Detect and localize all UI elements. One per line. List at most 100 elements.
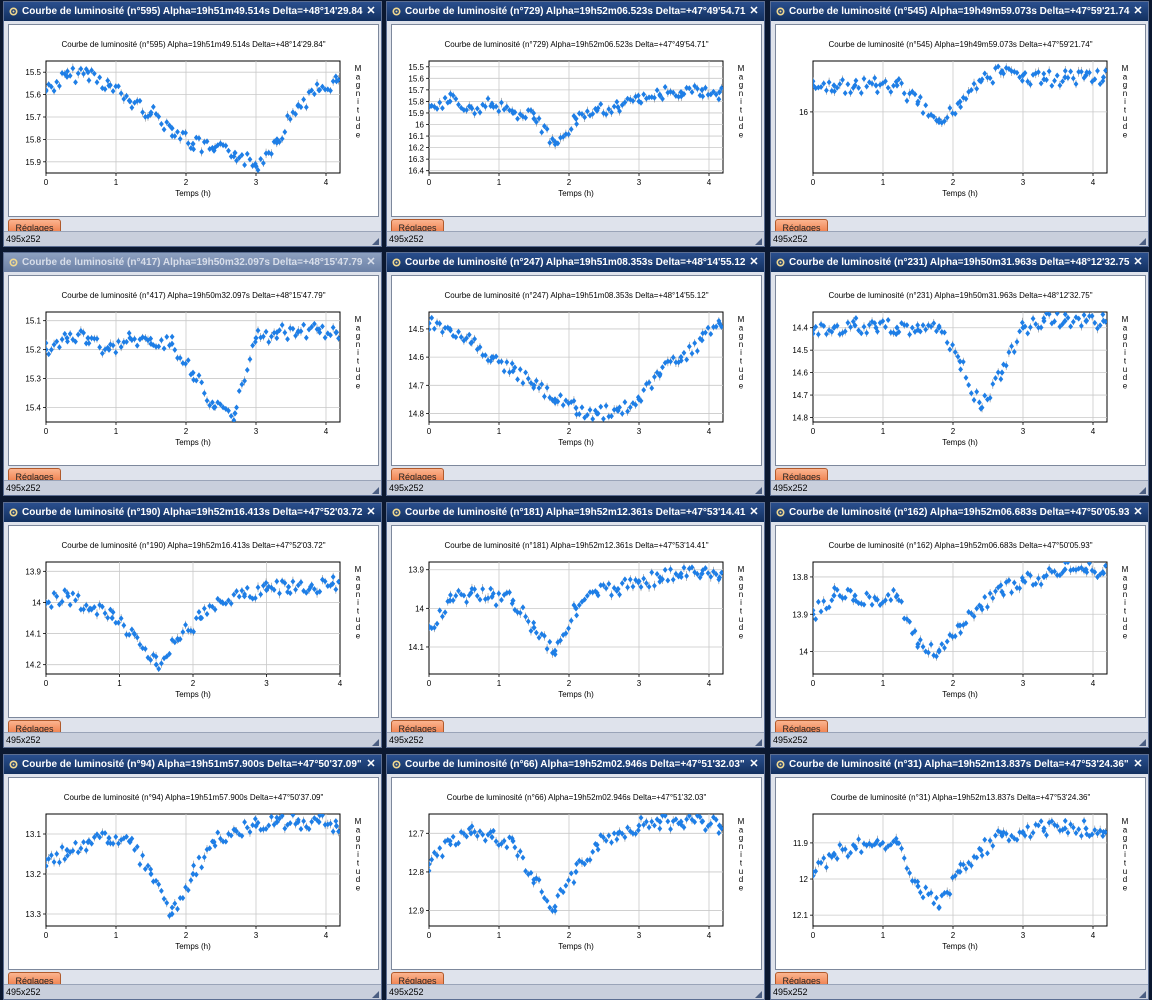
- resize-grip-icon[interactable]: [372, 991, 379, 998]
- light-curve-window-8[interactable]: Courbe de luminosité (n°181) Alpha=19h52…: [386, 502, 765, 748]
- window-titlebar[interactable]: Courbe de luminosité (n°729) Alpha=19h52…: [387, 2, 764, 21]
- close-icon[interactable]: ✕: [1133, 5, 1143, 17]
- close-icon[interactable]: ✕: [1133, 758, 1143, 770]
- data-point: [515, 376, 520, 383]
- close-icon[interactable]: ✕: [749, 506, 759, 518]
- resize-grip-icon[interactable]: [372, 739, 379, 746]
- data-point: [183, 129, 188, 136]
- close-icon[interactable]: ✕: [366, 256, 376, 268]
- light-curve-window-2[interactable]: Courbe de luminosité (n°729) Alpha=19h52…: [386, 1, 765, 247]
- window-title: Courbe de luminosité (n°162) Alpha=19h52…: [789, 507, 1130, 518]
- resize-grip-icon[interactable]: [1139, 238, 1146, 245]
- window-titlebar[interactable]: Courbe de luminosité (n°66) Alpha=19h52m…: [387, 755, 764, 774]
- data-point: [934, 894, 939, 901]
- resize-grip-icon[interactable]: [372, 238, 379, 245]
- light-curve-window-10[interactable]: Courbe de luminosité (n°94) Alpha=19h51m…: [3, 754, 382, 1000]
- data-point: [145, 337, 151, 344]
- data-point: [57, 601, 62, 608]
- data-point: [197, 614, 203, 622]
- resize-grip-icon[interactable]: [372, 487, 379, 494]
- light-curve-window-9[interactable]: Courbe de luminosité (n°162) Alpha=19h52…: [770, 502, 1149, 748]
- data-point: [1049, 82, 1055, 89]
- data-point: [172, 346, 178, 353]
- close-icon[interactable]: ✕: [749, 256, 759, 268]
- data-point: [866, 321, 872, 328]
- x-tick-label: 4: [707, 931, 712, 940]
- data-point: [896, 597, 902, 604]
- light-curve-window-3[interactable]: Courbe de luminosité (n°545) Alpha=19h49…: [770, 1, 1149, 247]
- data-point: [571, 397, 577, 404]
- resize-grip-icon[interactable]: [1139, 991, 1146, 998]
- data-point: [311, 91, 317, 98]
- resize-grip-icon[interactable]: [755, 487, 762, 494]
- window-titlebar[interactable]: Courbe de luminosité (n°545) Alpha=19h49…: [771, 2, 1148, 21]
- data-point: [899, 598, 904, 605]
- x-tick-label: 2: [567, 427, 572, 436]
- resize-grip-icon[interactable]: [755, 739, 762, 746]
- light-curve-chart: Courbe de luminosité (n°94) Alpha=19h51m…: [8, 777, 379, 970]
- data-point: [97, 834, 103, 841]
- window-size-readout: 495x252: [389, 234, 424, 244]
- light-curve-window-4[interactable]: Courbe de luminosité (n°417) Alpha=19h50…: [3, 252, 382, 496]
- resize-grip-icon[interactable]: [755, 238, 762, 245]
- data-point: [627, 96, 633, 103]
- close-icon[interactable]: ✕: [749, 758, 759, 770]
- data-point: [678, 821, 684, 828]
- data-point: [282, 329, 288, 336]
- data-point: [499, 840, 504, 847]
- data-point: [106, 834, 112, 842]
- data-point: [59, 598, 65, 605]
- close-icon[interactable]: ✕: [366, 5, 376, 17]
- data-point: [1033, 321, 1039, 328]
- light-curve-window-6[interactable]: Courbe de luminosité (n°231) Alpha=19h50…: [770, 252, 1149, 496]
- resize-grip-icon[interactable]: [1139, 487, 1146, 494]
- light-curve-window-7[interactable]: Courbe de luminosité (n°190) Alpha=19h52…: [3, 502, 382, 748]
- x-tick-label: 3: [254, 931, 259, 940]
- resize-grip-icon[interactable]: [755, 991, 762, 998]
- window-titlebar[interactable]: Courbe de luminosité (n°231) Alpha=19h50…: [771, 253, 1148, 272]
- window-titlebar[interactable]: Courbe de luminosité (n°190) Alpha=19h52…: [4, 503, 381, 522]
- light-curve-window-12[interactable]: Courbe de luminosité (n°31) Alpha=19h52m…: [770, 754, 1149, 1000]
- data-point: [440, 613, 445, 620]
- window-titlebar[interactable]: Courbe de luminosité (n°31) Alpha=19h52m…: [771, 755, 1148, 774]
- close-icon[interactable]: ✕: [366, 506, 376, 518]
- data-point: [279, 322, 285, 329]
- data-point: [987, 394, 993, 401]
- light-curve-window-11[interactable]: Courbe de luminosité (n°66) Alpha=19h52m…: [386, 754, 765, 1000]
- chart-title: Courbe de luminosité (n°181) Alpha=19h52…: [444, 541, 708, 550]
- data-point: [493, 838, 499, 845]
- window-titlebar[interactable]: Courbe de luminosité (n°162) Alpha=19h52…: [771, 503, 1148, 522]
- window-titlebar[interactable]: Courbe de luminosité (n°595) Alpha=19h51…: [4, 2, 381, 21]
- close-icon[interactable]: ✕: [1133, 506, 1143, 518]
- close-icon[interactable]: ✕: [366, 758, 376, 770]
- data-point: [928, 323, 934, 330]
- data-point: [164, 119, 170, 126]
- data-point: [579, 404, 585, 411]
- data-point: [574, 411, 580, 418]
- data-point: [550, 907, 555, 914]
- data-point: [606, 832, 612, 839]
- close-icon[interactable]: ✕: [1133, 256, 1143, 268]
- x-tick-label: 3: [637, 679, 642, 688]
- window-titlebar[interactable]: Courbe de luminosité (n°94) Alpha=19h51m…: [4, 755, 381, 774]
- data-point: [1068, 821, 1074, 828]
- data-point: [899, 80, 904, 87]
- y-tick-label: 16.2: [408, 144, 424, 153]
- data-point: [952, 349, 958, 356]
- data-point: [615, 830, 621, 837]
- data-point: [1076, 565, 1082, 572]
- data-point: [113, 83, 119, 90]
- window-titlebar[interactable]: Courbe de luminosité (n°181) Alpha=19h52…: [387, 503, 764, 522]
- light-curve-window-1[interactable]: Courbe de luminosité (n°595) Alpha=19h51…: [3, 1, 382, 247]
- close-icon[interactable]: ✕: [749, 5, 759, 17]
- window-titlebar[interactable]: Courbe de luminosité (n°247) Alpha=19h51…: [387, 253, 764, 272]
- light-curve-window-5[interactable]: Courbe de luminosité (n°247) Alpha=19h51…: [386, 252, 765, 496]
- data-point: [1014, 836, 1020, 843]
- resize-grip-icon[interactable]: [1139, 739, 1146, 746]
- data-point: [456, 328, 461, 335]
- data-point: [277, 590, 282, 597]
- x-tick-label: 1: [881, 178, 886, 187]
- window-titlebar[interactable]: Courbe de luminosité (n°417) Alpha=19h50…: [4, 253, 381, 272]
- data-point: [252, 815, 258, 822]
- data-point: [456, 587, 461, 594]
